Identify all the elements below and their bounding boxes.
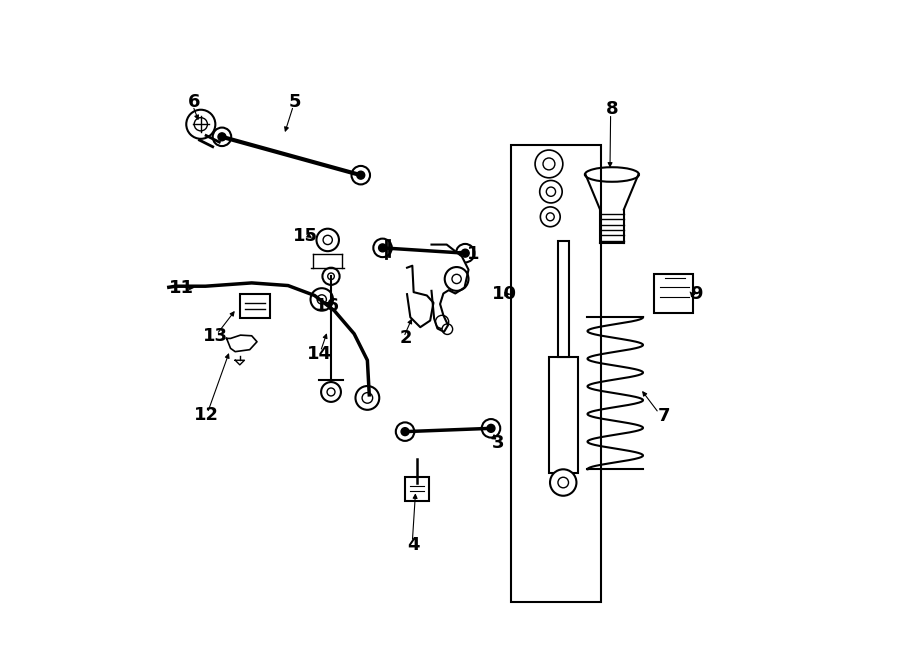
Text: 12: 12 (194, 406, 220, 424)
Text: 8: 8 (606, 100, 618, 118)
Text: 9: 9 (690, 285, 703, 303)
Circle shape (379, 244, 386, 252)
Bar (511, 145, 600, 602)
Circle shape (456, 244, 474, 262)
Circle shape (362, 393, 373, 403)
Circle shape (322, 268, 339, 285)
Circle shape (396, 422, 414, 441)
Circle shape (321, 382, 341, 402)
Text: 2: 2 (400, 329, 412, 348)
Circle shape (436, 315, 449, 329)
Text: 13: 13 (202, 327, 228, 345)
Circle shape (546, 213, 554, 221)
Circle shape (212, 128, 231, 146)
Text: 7: 7 (657, 407, 670, 426)
Circle shape (482, 419, 500, 438)
Circle shape (442, 324, 453, 334)
Text: 4: 4 (408, 536, 420, 555)
Polygon shape (235, 360, 245, 365)
Text: 14: 14 (307, 344, 331, 363)
Circle shape (374, 239, 392, 257)
Polygon shape (431, 245, 469, 332)
Circle shape (536, 150, 562, 178)
Circle shape (194, 118, 207, 131)
FancyBboxPatch shape (653, 274, 693, 313)
FancyBboxPatch shape (405, 477, 428, 501)
Circle shape (452, 274, 461, 284)
Circle shape (558, 477, 569, 488)
Circle shape (218, 133, 226, 141)
Circle shape (540, 207, 560, 227)
Text: 15: 15 (293, 227, 319, 245)
Circle shape (550, 469, 576, 496)
Polygon shape (407, 266, 434, 327)
Circle shape (310, 288, 333, 311)
Circle shape (445, 267, 469, 291)
Circle shape (356, 386, 379, 410)
Text: 10: 10 (491, 285, 517, 303)
Text: 16: 16 (315, 297, 340, 315)
Bar (558, 241, 569, 357)
Text: 6: 6 (188, 93, 201, 112)
Text: 5: 5 (288, 93, 301, 112)
Circle shape (543, 158, 555, 170)
Circle shape (352, 166, 370, 184)
Circle shape (317, 229, 339, 251)
Circle shape (356, 171, 365, 179)
Circle shape (186, 110, 215, 139)
Circle shape (323, 235, 332, 245)
Circle shape (540, 180, 562, 203)
Text: 3: 3 (492, 434, 505, 452)
Text: 11: 11 (168, 278, 194, 297)
Circle shape (461, 249, 469, 257)
Circle shape (328, 273, 334, 280)
Circle shape (401, 428, 409, 436)
Bar (549, 357, 578, 473)
Circle shape (546, 187, 555, 196)
Circle shape (327, 388, 335, 396)
Text: 1: 1 (467, 245, 480, 264)
Circle shape (317, 295, 327, 304)
Polygon shape (227, 335, 257, 352)
FancyBboxPatch shape (240, 294, 269, 318)
Circle shape (487, 424, 495, 432)
